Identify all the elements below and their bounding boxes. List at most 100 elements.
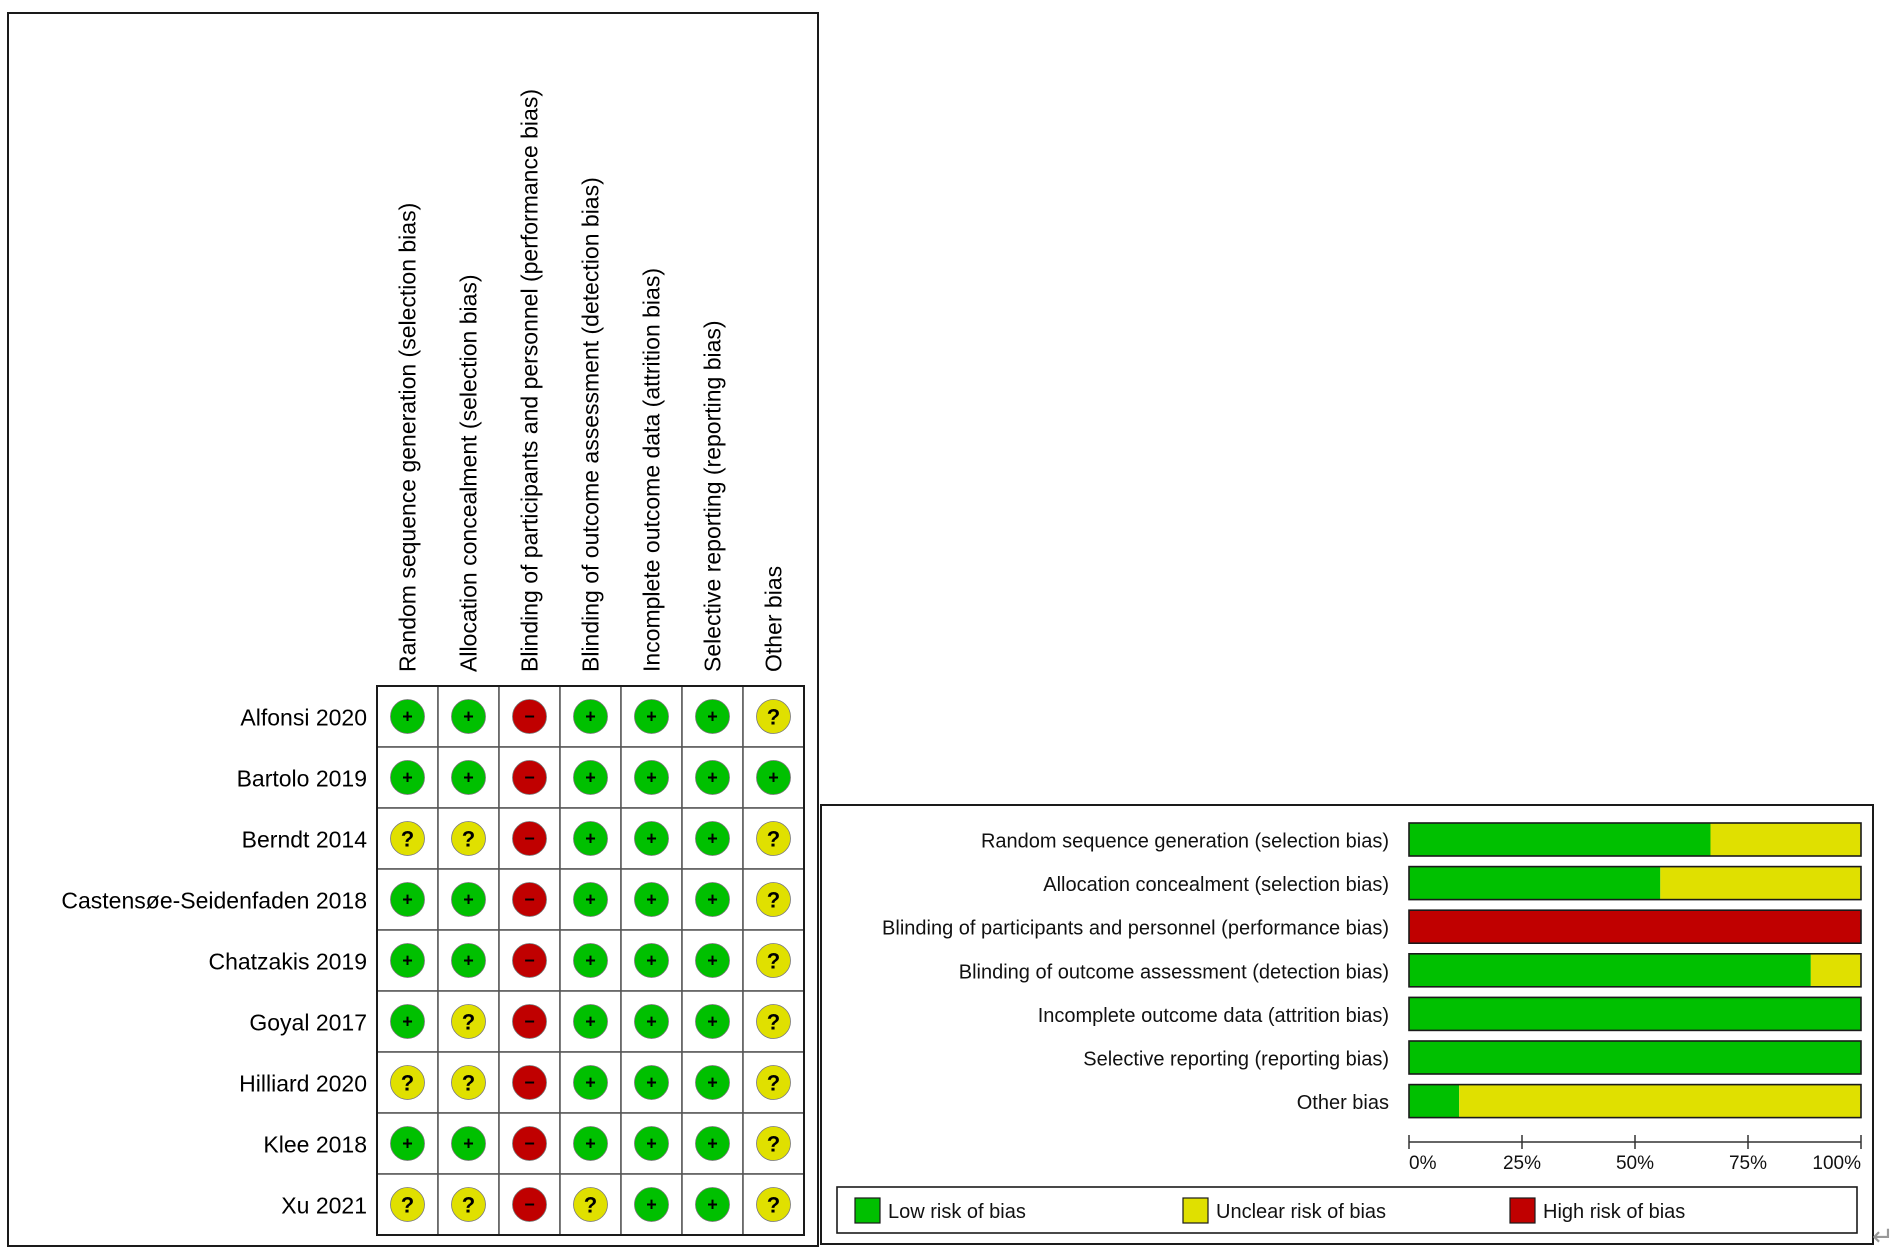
bar-outline-4 — [1408, 953, 1862, 988]
judgement-symbol-1-3: − — [524, 707, 535, 727]
judgement-symbol-1-5: + — [646, 707, 657, 727]
legend-label-unclear: Unclear risk of bias — [1216, 1201, 1386, 1223]
risk-of-bias-graph-panel: Random sequence generation (selection bi… — [820, 804, 1874, 1245]
judgement-high-6-3 — [512, 1004, 547, 1039]
judgement-low-3-4 — [573, 821, 608, 856]
judgement-unclear-9-1 — [390, 1187, 425, 1222]
judgement-high-1-3 — [512, 699, 547, 734]
return-arrow-icon: ↵ — [1872, 1222, 1894, 1252]
bar-outline-2 — [1408, 865, 1862, 901]
x-tick-label-2: 25% — [1503, 1153, 1541, 1174]
judgement-symbol-2-2: + — [463, 768, 474, 788]
judgement-high-9-3 — [512, 1187, 547, 1222]
legend-box — [836, 1186, 1858, 1234]
judgement-high-7-3 — [512, 1065, 547, 1100]
judgement-symbol-5-4: + — [585, 951, 596, 971]
judgement-symbol-1-6: + — [707, 707, 718, 727]
judgement-low-6-1 — [390, 1004, 425, 1039]
judgement-symbol-9-5: + — [646, 1195, 657, 1215]
judgement-symbol-5-7: ? — [767, 949, 780, 974]
judgement-low-2-4 — [573, 760, 608, 795]
judgement-symbol-1-7: ? — [767, 705, 780, 730]
judgement-symbol-9-2: ? — [462, 1193, 475, 1218]
judgement-symbol-9-7: ? — [767, 1193, 780, 1218]
judgement-symbol-7-7: ? — [767, 1071, 780, 1096]
judgement-unclear-6-7 — [756, 1004, 791, 1039]
bar-outline-5 — [1408, 996, 1862, 1032]
study-label-9: Xu 2021 — [281, 1193, 367, 1219]
judgement-symbol-2-3: − — [524, 768, 535, 788]
legend-swatch-high — [1509, 1197, 1536, 1224]
domain-header-1: Random sequence generation (selection bi… — [395, 203, 421, 672]
bar-label-7: Other bias — [1297, 1092, 1389, 1114]
judgement-symbol-9-4: ? — [584, 1193, 597, 1218]
domain-header-6: Selective reporting (reporting bias) — [700, 320, 726, 672]
study-label-6: Goyal 2017 — [249, 1010, 367, 1036]
bar-unclear-4 — [1810, 953, 1861, 987]
risk-of-bias-summary: Random sequence generation (selection bi… — [61, 89, 805, 1236]
judgement-low-2-5 — [634, 760, 669, 795]
judgement-symbol-8-6: + — [707, 1134, 718, 1154]
judgement-symbol-4-1: + — [402, 890, 413, 910]
bar-outline-3 — [1408, 909, 1862, 944]
bar-label-4: Blinding of outcome assessment (detectio… — [959, 961, 1389, 983]
judgement-low-6-5 — [634, 1004, 669, 1039]
risk-of-bias-summary-panel: Random sequence generation (selection bi… — [7, 12, 819, 1247]
bar-outline-1 — [1408, 822, 1862, 857]
judgement-symbol-7-6: + — [707, 1073, 718, 1093]
judgement-unclear-3-2 — [451, 821, 486, 856]
judgement-unclear-9-4 — [573, 1187, 608, 1222]
judgement-symbol-4-4: + — [585, 890, 596, 910]
judgement-symbol-3-1: ? — [401, 827, 414, 852]
judgement-symbol-2-1: + — [402, 768, 413, 788]
judgement-symbol-5-2: + — [463, 951, 474, 971]
judgement-low-5-4 — [573, 943, 608, 978]
bar-label-5: Incomplete outcome data (attrition bias) — [1038, 1005, 1389, 1027]
judgement-low-7-4 — [573, 1065, 608, 1100]
judgement-low-8-4 — [573, 1126, 608, 1161]
legend-swatch-unclear — [1182, 1197, 1209, 1224]
judgement-symbol-1-4: + — [585, 707, 596, 727]
judgement-symbol-6-4: + — [585, 1012, 596, 1032]
study-label-2: Bartolo 2019 — [237, 766, 367, 792]
judgement-low-2-2 — [451, 760, 486, 795]
judgement-symbol-3-6: + — [707, 829, 718, 849]
judgement-symbol-9-6: + — [707, 1195, 718, 1215]
judgement-symbol-3-4: + — [585, 829, 596, 849]
judgement-low-4-2 — [451, 882, 486, 917]
bar-label-1: Random sequence generation (selection bi… — [981, 831, 1389, 853]
judgement-low-7-6 — [695, 1065, 730, 1100]
judgement-symbol-6-5: + — [646, 1012, 657, 1032]
judgement-symbol-7-2: ? — [462, 1071, 475, 1096]
judgement-unclear-9-7 — [756, 1187, 791, 1222]
judgement-symbol-9-1: ? — [401, 1193, 414, 1218]
judgement-unclear-1-7 — [756, 699, 791, 734]
bar-unclear-2 — [1660, 866, 1861, 900]
judgement-symbol-9-3: − — [524, 1195, 535, 1215]
judgement-low-6-4 — [573, 1004, 608, 1039]
bar-high-3 — [1409, 910, 1861, 944]
legend-label-high: High risk of bias — [1543, 1201, 1685, 1223]
bar-unclear-7 — [1459, 1084, 1861, 1118]
judgement-low-8-1 — [390, 1126, 425, 1161]
judgement-low-1-1 — [390, 699, 425, 734]
judgement-symbol-1-2: + — [463, 707, 474, 727]
judgement-symbol-2-7: + — [768, 768, 779, 788]
judgement-symbol-6-1: + — [402, 1012, 413, 1032]
judgement-low-5-2 — [451, 943, 486, 978]
judgement-low-1-4 — [573, 699, 608, 734]
judgement-unclear-3-1 — [390, 821, 425, 856]
judgement-symbol-8-2: + — [463, 1134, 474, 1154]
judgement-low-4-5 — [634, 882, 669, 917]
judgement-low-1-2 — [451, 699, 486, 734]
bar-label-3: Blinding of participants and personnel (… — [882, 918, 1389, 940]
judgement-symbol-8-3: − — [524, 1134, 535, 1154]
x-tick-label-4: 75% — [1729, 1153, 1767, 1174]
x-tick-label-5: 100% — [1812, 1153, 1861, 1174]
judgement-symbol-8-7: ? — [767, 1132, 780, 1157]
bar-label-6: Selective reporting (reporting bias) — [1083, 1049, 1389, 1071]
grid-border — [376, 685, 805, 1236]
judgement-symbol-4-5: + — [646, 890, 657, 910]
judgement-unclear-7-2 — [451, 1065, 486, 1100]
cell-8-5 — [620, 1112, 683, 1175]
